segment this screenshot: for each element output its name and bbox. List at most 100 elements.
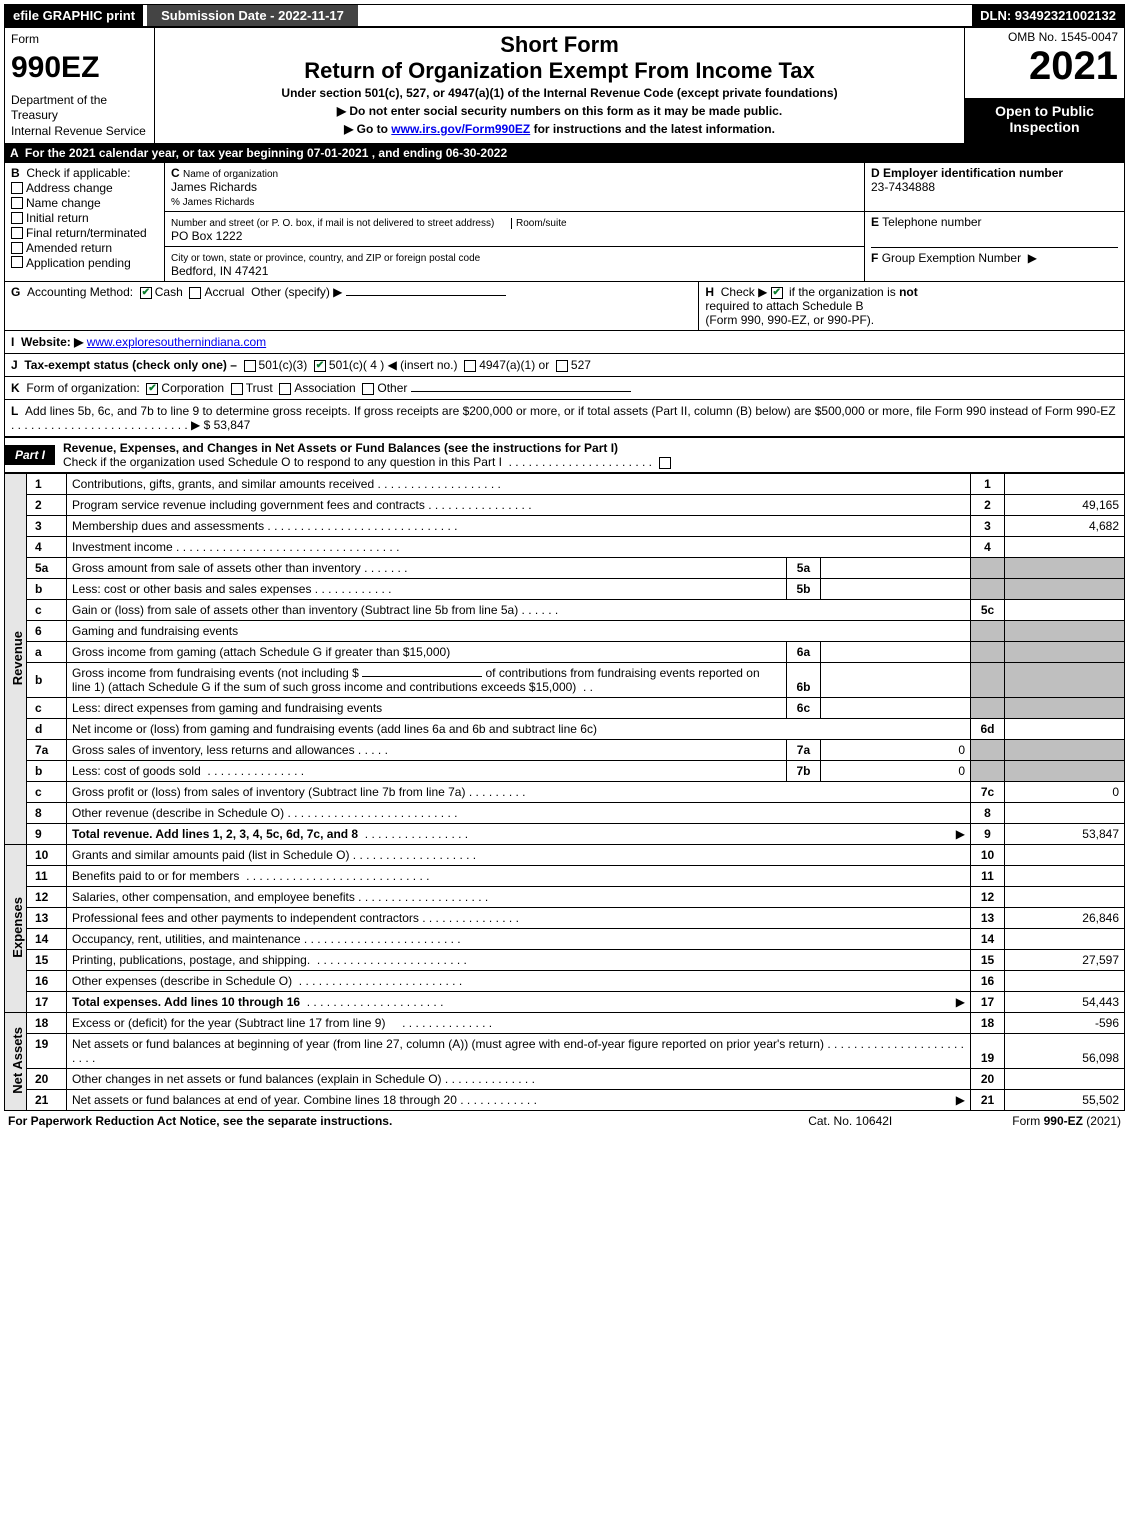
check-h[interactable] (771, 287, 783, 299)
top-bar: efile GRAPHIC print Submission Date - 20… (4, 4, 1125, 27)
g-h-row: G Accounting Method: Cash Accrual Other … (4, 282, 1125, 331)
section-e-f: E Telephone number F Group Exemption Num… (865, 212, 1125, 282)
ein-value: 23-7434888 (871, 180, 935, 194)
other-org-input[interactable] (411, 391, 631, 392)
g-label: G (11, 285, 20, 299)
ln6a-shade (971, 642, 1005, 663)
b-heading: Check if applicable: (26, 166, 130, 180)
part1-subtext: Check if the organization used Schedule … (63, 455, 502, 469)
row-a: A For the 2021 calendar year, or tax yea… (4, 144, 1125, 162)
city-label: City or town, state or province, country… (171, 253, 480, 264)
ln16-desc: Other expenses (describe in Schedule O) … (67, 971, 971, 992)
j-text: Tax-exempt status (check only one) – (24, 358, 237, 372)
ln7a-sv: 0 (820, 740, 970, 761)
ln21-desc: Net assets or fund balances at end of ye… (67, 1090, 971, 1111)
check-cash[interactable] (140, 287, 152, 299)
check-accrual[interactable] (189, 287, 201, 299)
check-other-org[interactable] (362, 383, 374, 395)
ln5a-num: 5a (27, 558, 67, 579)
ln6-num: 6 (27, 621, 67, 642)
section-j: J Tax-exempt status (check only one) – 5… (4, 354, 1125, 377)
form-title-block: Short Form Return of Organization Exempt… (155, 28, 965, 144)
check-schedule-o[interactable] (659, 457, 671, 469)
ln21-rn: 21 (971, 1090, 1005, 1111)
ln4-num: 4 (27, 537, 67, 558)
ln9-desc: Total revenue. Add lines 1, 2, 3, 4, 5c,… (67, 824, 971, 845)
check-association[interactable] (279, 383, 291, 395)
check-address-change[interactable]: Address change (11, 180, 158, 195)
efile-print-label[interactable]: efile GRAPHIC print (5, 5, 143, 26)
h-mid: if the organization is (789, 285, 899, 299)
footer: For Paperwork Reduction Act Notice, see … (4, 1111, 1125, 1128)
irs-link[interactable]: www.irs.gov/Form990EZ (391, 122, 530, 136)
sidelabel-expenses: Expenses (5, 845, 27, 1013)
f-label: F (871, 251, 878, 265)
ln17-val: 54,443 (1005, 992, 1125, 1013)
form-header: Form 990EZ Department of the Treasury In… (4, 27, 1125, 144)
check-527[interactable] (556, 360, 568, 372)
ln3-num: 3 (27, 516, 67, 537)
website-link[interactable]: www.exploresouthernindiana.com (87, 335, 266, 349)
lbl-amended-return: Amended return (26, 241, 112, 255)
opt-trust: Trust (246, 381, 273, 395)
ln6c-num: c (27, 698, 67, 719)
check-4947[interactable] (464, 360, 476, 372)
ln12-num: 12 (27, 887, 67, 908)
ln10-val (1005, 845, 1125, 866)
ln5c-rn: 5c (971, 600, 1005, 621)
ln5a-shade2 (1005, 558, 1125, 579)
c-heading: Name of organization (183, 169, 278, 180)
check-name-change[interactable]: Name change (11, 195, 158, 210)
ln8-rn: 8 (971, 803, 1005, 824)
ln11-rn: 11 (971, 866, 1005, 887)
ln6-desc: Gaming and fundraising events (67, 621, 971, 642)
opt-accrual: Accrual (204, 285, 244, 299)
opt-corporation: Corporation (161, 381, 224, 395)
ln8-num: 8 (27, 803, 67, 824)
form-number: 990EZ (11, 48, 148, 87)
ln15-desc: Printing, publications, postage, and shi… (67, 950, 971, 971)
ln9-val: 53,847 (1005, 824, 1125, 845)
ln5c-desc: Gain or (loss) from sale of assets other… (67, 600, 971, 621)
sidelabel-expenses-text: Expenses (10, 897, 25, 958)
ln2-desc: Program service revenue including govern… (67, 495, 971, 516)
ln5a-shade (971, 558, 1005, 579)
lbl-final-return: Final return/terminated (26, 226, 147, 240)
h-not: not (899, 285, 918, 299)
tax-year: 2021 (971, 44, 1118, 89)
check-corporation[interactable] (146, 383, 158, 395)
ln3-rn: 3 (971, 516, 1005, 537)
other-specify-input[interactable] (346, 295, 506, 296)
ln16-num: 16 (27, 971, 67, 992)
opt-other: Other (specify) ▶ (251, 285, 342, 299)
ln16-val (1005, 971, 1125, 992)
check-amended-return[interactable]: Amended return (11, 240, 158, 255)
footer-left: For Paperwork Reduction Act Notice, see … (8, 1114, 808, 1128)
ln20-desc: Other changes in net assets or fund bala… (67, 1069, 971, 1090)
lbl-app-pending: Application pending (26, 255, 131, 269)
check-initial-return[interactable]: Initial return (11, 210, 158, 225)
ln6a-sv (820, 642, 970, 663)
h-post1: required to attach Schedule B (705, 299, 863, 313)
ln17-desc: Total expenses. Add lines 10 through 16 … (67, 992, 971, 1013)
check-501c[interactable] (314, 360, 326, 372)
ln12-desc: Salaries, other compensation, and employ… (67, 887, 971, 908)
ln6b-amount-input[interactable] (362, 676, 482, 677)
part1-title: Revenue, Expenses, and Changes in Net As… (55, 438, 1124, 472)
ln6c-shade (971, 698, 1005, 719)
ln18-desc: Excess or (deficit) for the year (Subtra… (67, 1013, 971, 1034)
ln6c-shade2 (1005, 698, 1125, 719)
check-application-pending[interactable]: Application pending (11, 255, 158, 270)
check-501c3[interactable] (244, 360, 256, 372)
ln6c-desc: Less: direct expenses from gaming and fu… (67, 698, 787, 719)
ln2-rn: 2 (971, 495, 1005, 516)
ln9-arrow: ▶ (956, 827, 965, 841)
check-trust[interactable] (231, 383, 243, 395)
sidelabel-netassets-text: Net Assets (10, 1027, 25, 1094)
i-heading: Website: ▶ (21, 335, 83, 349)
ln7b-desc: Less: cost of goods sold . . . . . . . .… (67, 761, 787, 782)
form-word: Form (11, 32, 148, 48)
check-final-return[interactable]: Final return/terminated (11, 225, 158, 240)
ln14-desc: Occupancy, rent, utilities, and maintena… (67, 929, 971, 950)
section-c-street: Number and street (or P. O. box, if mail… (165, 212, 865, 247)
